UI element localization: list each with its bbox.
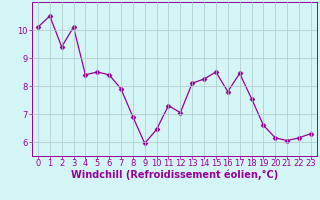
X-axis label: Windchill (Refroidissement éolien,°C): Windchill (Refroidissement éolien,°C)	[71, 169, 278, 180]
